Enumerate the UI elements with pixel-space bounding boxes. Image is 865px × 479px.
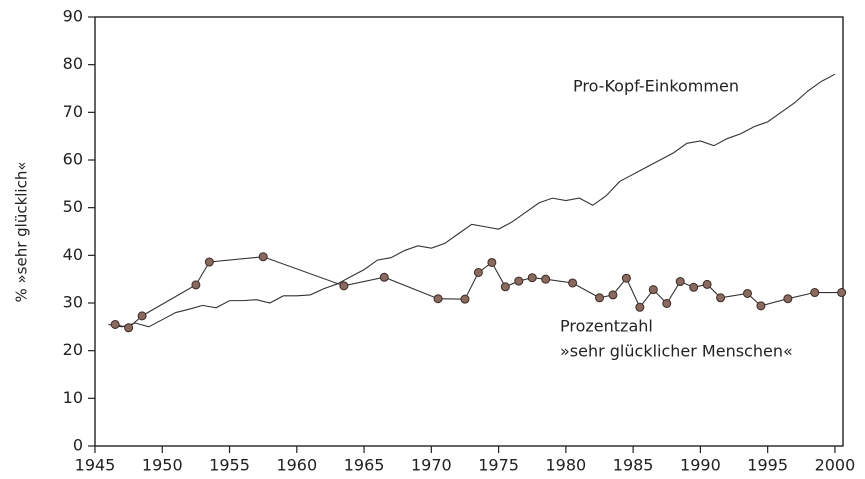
annotation: Pro-Kopf-Einkommen [573, 77, 739, 96]
data-point [191, 280, 201, 290]
data-point [339, 281, 349, 291]
data-point [110, 319, 120, 329]
y-tick-label: 30 [63, 293, 83, 312]
annotation: Prozentzahl [560, 317, 653, 336]
data-point [702, 279, 712, 289]
y-tick-label: 10 [63, 388, 83, 407]
data-point [608, 290, 618, 300]
data-point [500, 282, 510, 292]
data-point [742, 288, 752, 298]
y-tick-label: 70 [63, 102, 83, 121]
x-tick-label: 1985 [613, 456, 654, 475]
y-tick-label: 50 [63, 197, 83, 216]
x-tick-label: 1990 [680, 456, 721, 475]
data-point [783, 294, 793, 304]
data-point [648, 285, 658, 295]
data-point [635, 302, 645, 312]
data-point [473, 267, 483, 277]
x-tick-label: 1995 [747, 456, 788, 475]
data-point [487, 257, 497, 267]
data-point [594, 293, 604, 303]
data-point [756, 301, 766, 311]
x-tick-label: 1945 [75, 456, 116, 475]
data-point [527, 273, 537, 283]
data-point [460, 294, 470, 304]
y-tick-label: 90 [63, 7, 83, 26]
data-point [810, 288, 820, 298]
data-point [541, 274, 551, 284]
data-point [204, 257, 214, 267]
x-tick-label: 1975 [478, 456, 519, 475]
series-line [108, 73, 836, 328]
data-point [568, 278, 578, 288]
data-point [675, 277, 685, 287]
data-point [716, 293, 726, 303]
x-tick-label: 2000 [815, 456, 856, 475]
y-tick-label: 0 [73, 436, 83, 455]
data-point [621, 273, 631, 283]
y-tick-label: 80 [63, 54, 83, 73]
x-tick-label: 1960 [276, 456, 317, 475]
y-tick-label: 40 [63, 245, 83, 264]
data-point [689, 282, 699, 292]
data-point [433, 294, 443, 304]
data-point [258, 252, 268, 262]
x-tick-label: 1955 [209, 456, 250, 475]
y-tick-label: 60 [63, 150, 83, 169]
x-tick-label: 1970 [411, 456, 452, 475]
data-point [837, 288, 847, 298]
x-tick-label: 1980 [546, 456, 587, 475]
y-tick-label: 20 [63, 340, 83, 359]
annotation: »sehr glücklicher Menschen« [560, 342, 793, 361]
data-point [124, 323, 134, 333]
x-tick-label: 1950 [142, 456, 183, 475]
data-point [137, 311, 147, 321]
y-axis-label: % »sehr glücklich« [13, 161, 31, 302]
plot-frame [94, 16, 844, 447]
x-tick-label: 1965 [344, 456, 385, 475]
data-point [514, 276, 524, 286]
series-line [115, 256, 842, 329]
data-point [379, 272, 389, 282]
data-point [662, 298, 672, 308]
